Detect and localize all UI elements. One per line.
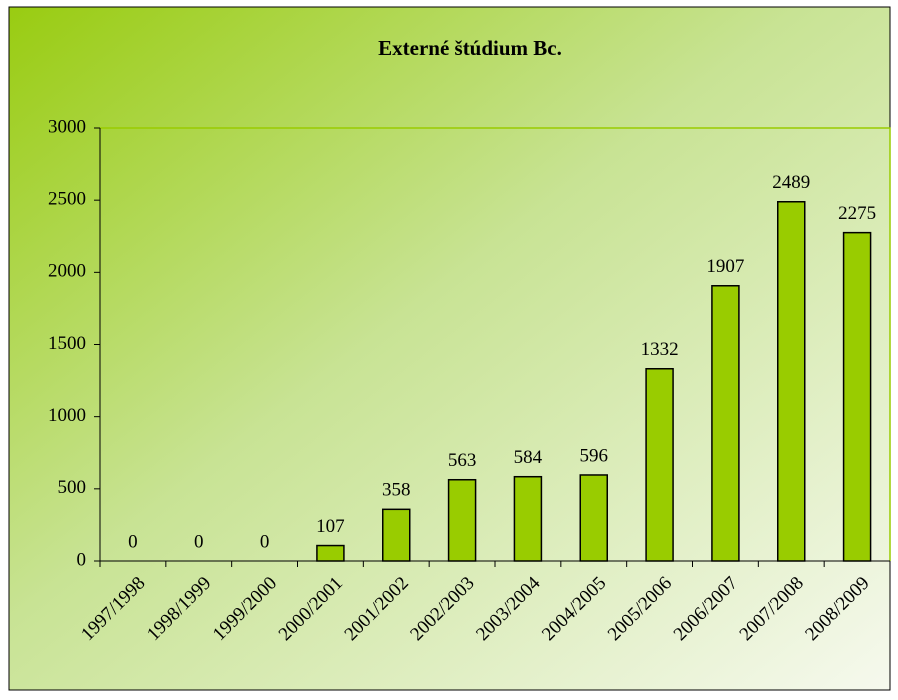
plot-border xyxy=(100,127,891,561)
bar xyxy=(316,544,345,562)
y-tick-label: 2500 xyxy=(48,189,86,210)
data-label: 107 xyxy=(316,516,345,537)
data-label: 2489 xyxy=(772,172,810,193)
bar xyxy=(777,201,806,562)
data-label: 2275 xyxy=(838,203,876,224)
data-label: 584 xyxy=(514,447,543,468)
data-label: 0 xyxy=(128,531,138,552)
y-tick-label: 0 xyxy=(77,549,87,570)
data-label: 0 xyxy=(260,531,270,552)
bar xyxy=(513,475,543,562)
bar xyxy=(645,367,674,562)
y-tick-label: 1000 xyxy=(48,405,86,426)
bar xyxy=(711,285,740,562)
data-label: 358 xyxy=(382,480,411,501)
y-tick-label: 3000 xyxy=(48,116,86,137)
bar xyxy=(842,231,872,562)
y-tick-label: 2000 xyxy=(48,261,86,282)
data-label: 563 xyxy=(448,450,477,471)
chart-title: Externé štúdium Bc. xyxy=(378,36,562,60)
y-tick-label: 1500 xyxy=(48,333,86,354)
y-tick-label: 500 xyxy=(58,477,87,498)
chart-background xyxy=(8,6,891,691)
data-label: 0 xyxy=(194,531,204,552)
bar xyxy=(579,474,608,562)
bar xyxy=(447,478,477,562)
bar xyxy=(382,508,411,562)
data-label: 1332 xyxy=(641,339,679,360)
data-label: 1907 xyxy=(706,256,744,277)
data-label: 596 xyxy=(580,445,609,466)
